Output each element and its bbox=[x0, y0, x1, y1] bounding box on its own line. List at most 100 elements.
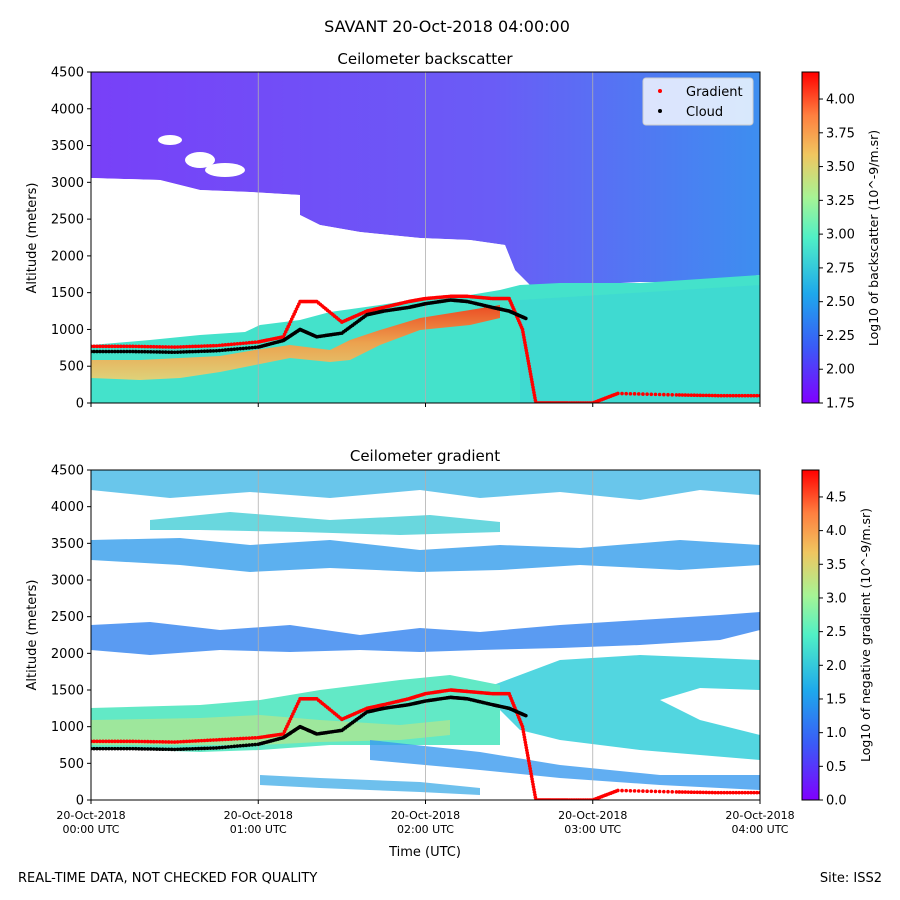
backscatter-gradient-point bbox=[107, 344, 111, 349]
gradient-colorbar-tick-label: 1.0 bbox=[826, 726, 847, 741]
backscatter-cloud-point bbox=[116, 349, 120, 354]
gradient-series-gradient bbox=[91, 688, 760, 800]
gradient-gradient-point bbox=[722, 790, 726, 795]
backscatter-gradient-point bbox=[172, 345, 177, 349]
backscatter-cloud-point bbox=[119, 349, 123, 354]
gradient-gradient-point bbox=[752, 790, 756, 795]
gradient-cloud-point bbox=[131, 746, 135, 751]
backscatter-cloud-point bbox=[250, 345, 255, 350]
backscatter-gradient-point bbox=[755, 393, 759, 398]
gradient-x-axis-label: Time (UTC) bbox=[388, 845, 461, 860]
gradient-gradient-point bbox=[641, 789, 645, 793]
gradient-series-layer bbox=[91, 688, 760, 800]
backscatter-gradient-point bbox=[139, 344, 144, 349]
gradient-x-tick-label: 00:00 UTC bbox=[62, 823, 119, 836]
gradient-gradient-point bbox=[662, 789, 666, 794]
backscatter-gradient-point bbox=[716, 393, 720, 398]
backscatter-cloud-point bbox=[104, 349, 108, 354]
backscatter-colorbar-scale bbox=[801, 71, 820, 404]
backscatter-gradient-point bbox=[704, 393, 709, 398]
gradient-cloud-point bbox=[175, 747, 180, 752]
gradient-cloud-point bbox=[181, 747, 186, 751]
backscatter-gradient-point bbox=[199, 344, 204, 348]
gradient-gradient-point bbox=[677, 790, 682, 794]
backscatter-gradient-point bbox=[250, 340, 255, 345]
backscatter-gradient-point bbox=[641, 392, 645, 396]
backscatter-gradient-point bbox=[692, 393, 697, 398]
gradient-gradient-point bbox=[172, 740, 177, 744]
gradient-cloud-point bbox=[178, 747, 183, 751]
gradient-cloud-point bbox=[95, 746, 99, 751]
backscatter-cloud-point bbox=[110, 349, 114, 354]
gradient-cloud-point bbox=[104, 746, 108, 751]
gradient-cloud-point bbox=[116, 746, 120, 751]
backscatter-cloud-point bbox=[241, 346, 246, 351]
backscatter-gradient-point bbox=[98, 344, 102, 349]
gradient-y-tick-label: 4000 bbox=[51, 500, 84, 515]
gradient-colorbar-tick-label: 4.5 bbox=[826, 490, 847, 505]
backscatter-gradient-point bbox=[235, 341, 240, 346]
backscatter-cloud-point bbox=[101, 349, 105, 354]
backscatter-cloud-point bbox=[95, 349, 99, 354]
gradient-y-tick-label: 1500 bbox=[51, 684, 84, 699]
gradient-gradient-point bbox=[616, 788, 620, 793]
gradient-x-tick-label: 04:00 UTC bbox=[731, 823, 788, 836]
backscatter-colorbar-tick-label: 2.75 bbox=[826, 261, 855, 276]
backscatter-cloud-point bbox=[181, 350, 186, 354]
gradient-gradient-point bbox=[632, 789, 637, 793]
gradient-gradient-point bbox=[701, 790, 706, 795]
backscatter-cloud-point bbox=[98, 349, 102, 354]
backscatter-series-cloud bbox=[91, 298, 528, 355]
backscatter-series-layer bbox=[91, 294, 760, 403]
backscatter-gradient-point bbox=[241, 341, 246, 346]
backscatter-gradient-point bbox=[92, 344, 96, 349]
backscatter-cloud-point bbox=[128, 349, 132, 354]
gradient-gradient-point bbox=[737, 790, 741, 795]
backscatter-gradient-point bbox=[131, 344, 135, 349]
gradient-cloud-point bbox=[98, 746, 102, 751]
gradient-cloud-point bbox=[166, 747, 171, 752]
site-label: Site: ISS2 bbox=[820, 871, 882, 886]
backscatter-cloud-point bbox=[524, 316, 528, 321]
gradient-cloud-point bbox=[107, 746, 111, 751]
backscatter-cloud-point bbox=[139, 349, 144, 354]
sky-clear-blob bbox=[158, 135, 182, 145]
gradient-gradient-point bbox=[154, 739, 159, 744]
gradient-boundary-highlight bbox=[91, 715, 450, 745]
gradient-gradient-point bbox=[683, 790, 688, 794]
backscatter-cloud-point bbox=[247, 346, 252, 350]
backscatter-cloud-point bbox=[190, 349, 195, 354]
backscatter-cloud-point bbox=[223, 348, 228, 352]
gradient-gradient-point bbox=[166, 740, 171, 744]
backscatter-gradient-point bbox=[628, 391, 633, 396]
gradient-gradient-point bbox=[232, 737, 237, 741]
gradient-cloud-point bbox=[250, 742, 255, 747]
backscatter-gradient-point bbox=[193, 344, 198, 349]
gradient-gradient-point bbox=[125, 739, 129, 744]
backscatter-panel-title: Ceilometer backscatter bbox=[337, 50, 513, 68]
gradient-gradient-point bbox=[628, 788, 633, 793]
gradient-cloud-point bbox=[190, 746, 195, 751]
gradient-cloud-point bbox=[202, 746, 207, 751]
gradient-gradient-point bbox=[731, 790, 735, 795]
backscatter-gradient-point bbox=[178, 345, 183, 349]
gradient-cloud-point bbox=[136, 746, 141, 751]
backscatter-gradient-point bbox=[616, 391, 620, 396]
gradient-gradient-point bbox=[624, 788, 628, 793]
backscatter-gradient-point bbox=[154, 344, 159, 349]
gradient-gradient-point bbox=[199, 738, 204, 743]
gradient-cloud-point bbox=[211, 746, 216, 750]
backscatter-gradient-point bbox=[211, 343, 216, 348]
gradient-cloud-point bbox=[145, 747, 150, 751]
gradient-gradient-point bbox=[133, 739, 138, 744]
gradient-gradient-point bbox=[196, 739, 201, 743]
backscatter-shading bbox=[520, 285, 760, 403]
quality-disclaimer: REAL-TIME DATA, NOT CHECKED FOR QUALITY bbox=[18, 871, 317, 886]
backscatter-cloud-point bbox=[107, 349, 111, 354]
gradient-y-tick-label: 4500 bbox=[51, 464, 84, 479]
gradient-cloud-point bbox=[223, 745, 228, 749]
gradient-cloud-point bbox=[169, 747, 174, 752]
backscatter-gradient-point bbox=[220, 343, 225, 347]
gradient-cloud-point bbox=[232, 744, 237, 749]
